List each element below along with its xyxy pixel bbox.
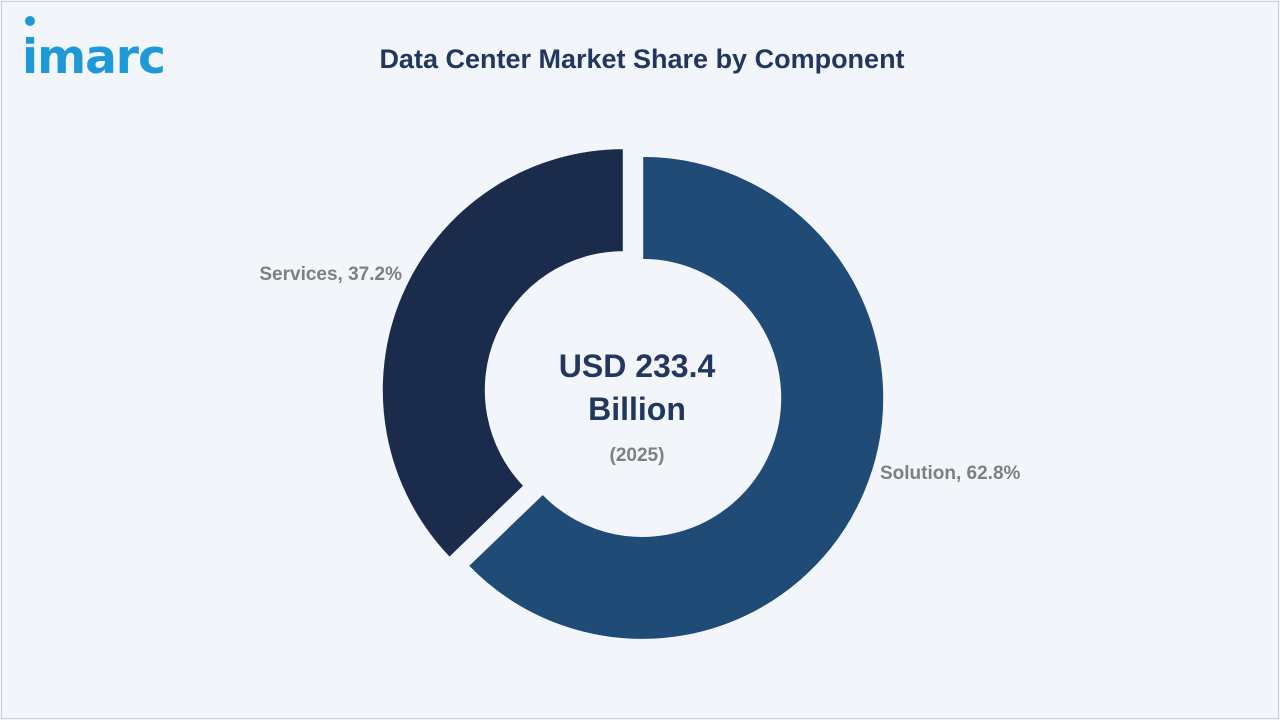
center-value: USD 233.4 xyxy=(559,348,716,384)
slice-label-services: Services, 37.2% xyxy=(259,264,402,285)
imarc-logo: imarc xyxy=(22,16,206,82)
logo-text: imarc xyxy=(22,30,166,85)
chart-title: Data Center Market Share by Component xyxy=(379,44,905,74)
slice-services xyxy=(380,147,625,560)
slice-solution xyxy=(466,154,886,641)
slice-label-solution: Solution, 62.8% xyxy=(880,463,1021,484)
center-unit: Billion xyxy=(588,391,686,427)
logo-dot-icon xyxy=(25,16,35,26)
donut-slices xyxy=(380,147,886,641)
center-year: (2025) xyxy=(610,445,665,466)
